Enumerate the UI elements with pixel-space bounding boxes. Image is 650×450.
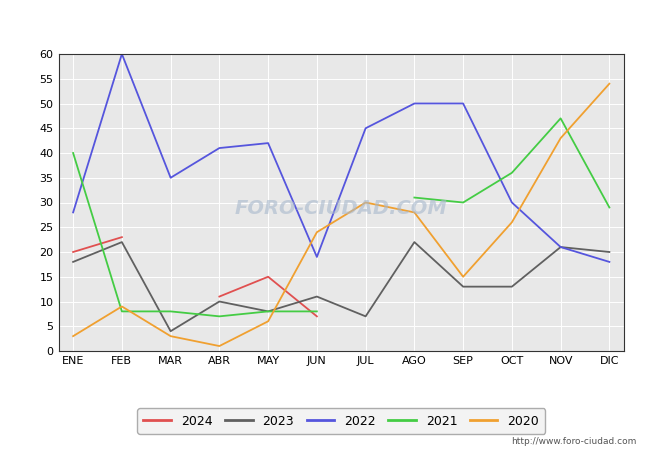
Text: FORO-CIUDAD.COM: FORO-CIUDAD.COM — [235, 199, 448, 218]
Text: Matriculaciones de Vehiculos en Arrúbal: Matriculaciones de Vehiculos en Arrúbal — [172, 15, 478, 30]
Text: http://www.foro-ciudad.com: http://www.foro-ciudad.com — [512, 436, 637, 446]
Legend: 2024, 2023, 2022, 2021, 2020: 2024, 2023, 2022, 2021, 2020 — [137, 408, 545, 434]
